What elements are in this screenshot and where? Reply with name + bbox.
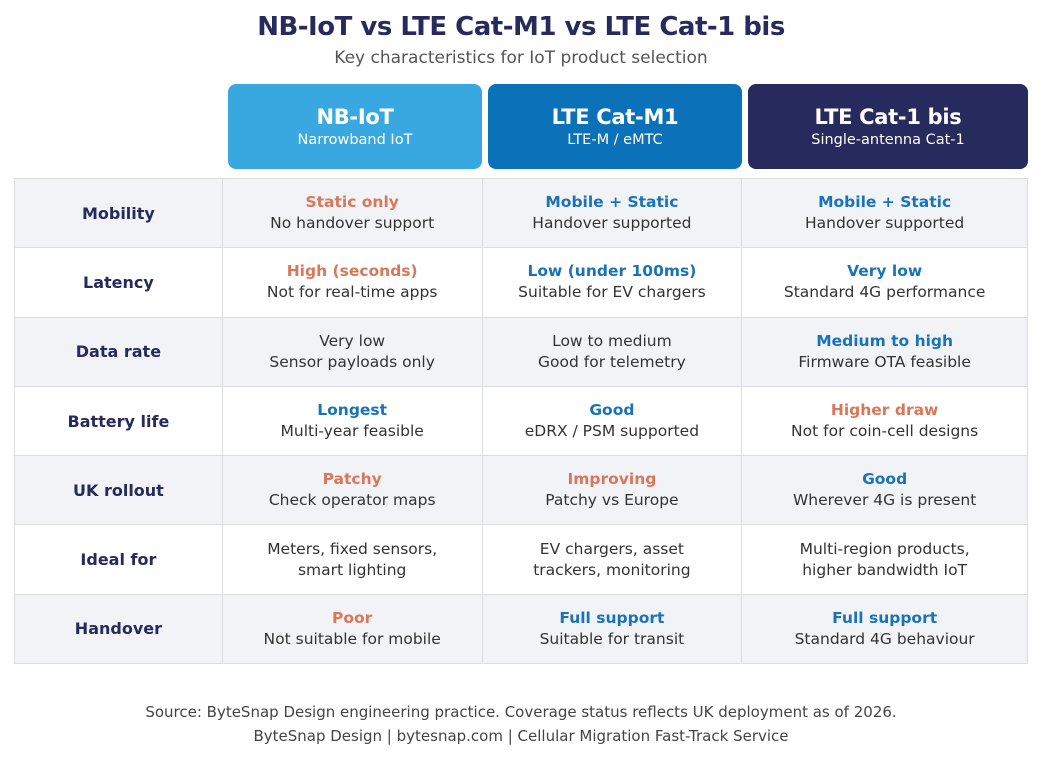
source-note: Source: ByteSnap Design engineering prac… <box>145 703 897 721</box>
cell-highlight: Good <box>589 401 635 420</box>
table-cell: Multi-region products, higher bandwidth I… <box>741 524 1028 595</box>
table-cell: Very low Sensor payloads only <box>221 316 483 387</box>
comparison-table: Mobility Static only No handover support Mo… <box>14 177 1028 665</box>
column-name: LTE Cat-1 bis <box>814 105 962 129</box>
cell-text: Low to medium <box>552 331 672 350</box>
table-cell: Static only No handover support <box>221 177 483 249</box>
page-title: NB-IoT vs LTE Cat-M1 vs LTE Cat-1 bis <box>257 12 785 42</box>
table-row: UK rollout Patchy Check operator maps Impro… <box>14 455 1028 526</box>
cell-text: Handover supported <box>532 214 692 233</box>
table-cell: Low to medium Good for telemetry <box>481 316 743 387</box>
cell-text: Firmware OTA feasible <box>798 352 971 371</box>
table-cell: EV chargers, asset trackers, monitoring <box>481 524 743 595</box>
cell-text: trackers, monitoring <box>533 560 691 579</box>
cell-highlight: Mobile + Static <box>818 193 952 212</box>
table-row: Data rate Very low Sensor payloads only Low… <box>14 316 1028 387</box>
column-subtitle: LTE-M / eMTC <box>567 132 663 148</box>
table-cell: Good eDRX / PSM supported <box>481 385 743 457</box>
cell-text: Check operator maps <box>268 491 436 510</box>
cell-text: Wherever 4G is present <box>792 491 977 510</box>
cell-text: Patchy vs Europe <box>545 491 679 510</box>
cell-highlight: High (seconds) <box>286 262 418 281</box>
cell-highlight: Very low <box>847 262 923 281</box>
column-header-1: LTE Cat-M1 LTE-M / eMTC <box>488 84 742 169</box>
column-name: NB-IoT <box>316 105 394 129</box>
cell-text: Sensor payloads only <box>269 352 435 371</box>
cell-text: eDRX / PSM supported <box>524 422 700 441</box>
table-cell: Very low Standard 4G performance <box>741 247 1028 318</box>
cell-highlight: Medium to high <box>816 331 954 350</box>
cell-text: Very low <box>319 331 386 350</box>
cell-highlight: Good <box>862 470 908 489</box>
cell-text: Multi-region products, <box>799 539 970 558</box>
column-name: LTE Cat-M1 <box>551 105 679 129</box>
cell-text: Good for telemetry <box>538 352 686 371</box>
cell-highlight: Longest <box>317 401 388 420</box>
column-subtitle: Narrowband IoT <box>297 132 413 148</box>
table-cell: Improving Patchy vs Europe <box>481 455 743 526</box>
row-label: Mobility <box>14 177 223 249</box>
table-row: Latency High (seconds) Not for real-time a… <box>14 247 1028 318</box>
table-cell: Full support Standard 4G behaviour <box>741 593 1028 665</box>
table-cell: Mobile + Static Handover supported <box>481 177 743 249</box>
cell-text: Suitable for transit <box>539 629 685 648</box>
page-subtitle: Key characteristics for IoT product sele… <box>334 48 708 68</box>
column-header-0: NB-IoT Narrowband IoT <box>228 84 482 169</box>
cell-highlight: Low (under 100ms) <box>527 262 697 281</box>
row-label: Latency <box>14 247 223 318</box>
cell-highlight: Full support <box>559 608 665 627</box>
cell-text: EV chargers, asset <box>539 539 684 558</box>
cell-text: Standard 4G performance <box>783 283 986 302</box>
cell-highlight: Full support <box>832 608 938 627</box>
cell-highlight: Static only <box>305 193 399 212</box>
cell-highlight: Mobile + Static <box>545 193 679 212</box>
column-subtitle: Single-antenna Cat-1 <box>811 132 965 148</box>
table-cell: Mobile + Static Handover supported <box>741 177 1028 249</box>
table-cell: Good Wherever 4G is present <box>741 455 1028 526</box>
cell-highlight: Poor <box>332 608 373 627</box>
cell-highlight: Higher draw <box>830 401 939 420</box>
row-label: UK rollout <box>14 455 223 526</box>
row-label: Data rate <box>14 316 223 387</box>
cell-text: Multi-year feasible <box>280 422 424 441</box>
cell-highlight: Improving <box>567 470 657 489</box>
cell-text: smart lighting <box>297 560 407 579</box>
table-row: Handover Poor Not suitable for mobile Full … <box>14 593 1028 665</box>
row-label: Battery life <box>14 385 223 457</box>
cell-text: Not for real-time apps <box>266 283 438 302</box>
cell-text: Not suitable for mobile <box>263 629 441 648</box>
table-cell: Medium to high Firmware OTA feasible <box>741 316 1028 387</box>
table-cell: Higher draw Not for coin-cell designs <box>741 385 1028 457</box>
table-row: Battery life Longest Multi-year feasible Go… <box>14 385 1028 457</box>
table-cell: Full support Suitable for transit <box>481 593 743 665</box>
table-cell: Patchy Check operator maps <box>221 455 483 526</box>
cell-text: Not for coin-cell designs <box>791 422 979 441</box>
credit-line: ByteSnap Design | bytesnap.com | Cellula… <box>253 727 789 745</box>
cell-text: Handover supported <box>805 214 965 233</box>
table-cell: Longest Multi-year feasible <box>221 385 483 457</box>
column-header-2: LTE Cat-1 bis Single-antenna Cat-1 <box>748 84 1028 169</box>
cell-text: Standard 4G behaviour <box>794 629 975 648</box>
table-row: Mobility Static only No handover support Mo… <box>14 177 1028 249</box>
table-cell: Meters, fixed sensors, smart lighting <box>221 524 483 595</box>
table-row: Ideal for Meters, fixed sensors, smart lig… <box>14 524 1028 595</box>
cell-text: higher bandwidth IoT <box>802 560 968 579</box>
cell-highlight: Patchy <box>322 470 382 489</box>
cell-text: No handover support <box>270 214 435 233</box>
row-label: Handover <box>14 593 223 665</box>
cell-text: Meters, fixed sensors, <box>267 539 438 558</box>
table-cell: High (seconds) Not for real-time apps <box>221 247 483 318</box>
cell-text: Suitable for EV chargers <box>518 283 706 302</box>
table-cell: Poor Not suitable for mobile <box>221 593 483 665</box>
table-cell: Low (under 100ms) Suitable for EV charger… <box>481 247 743 318</box>
row-label: Ideal for <box>14 524 223 595</box>
